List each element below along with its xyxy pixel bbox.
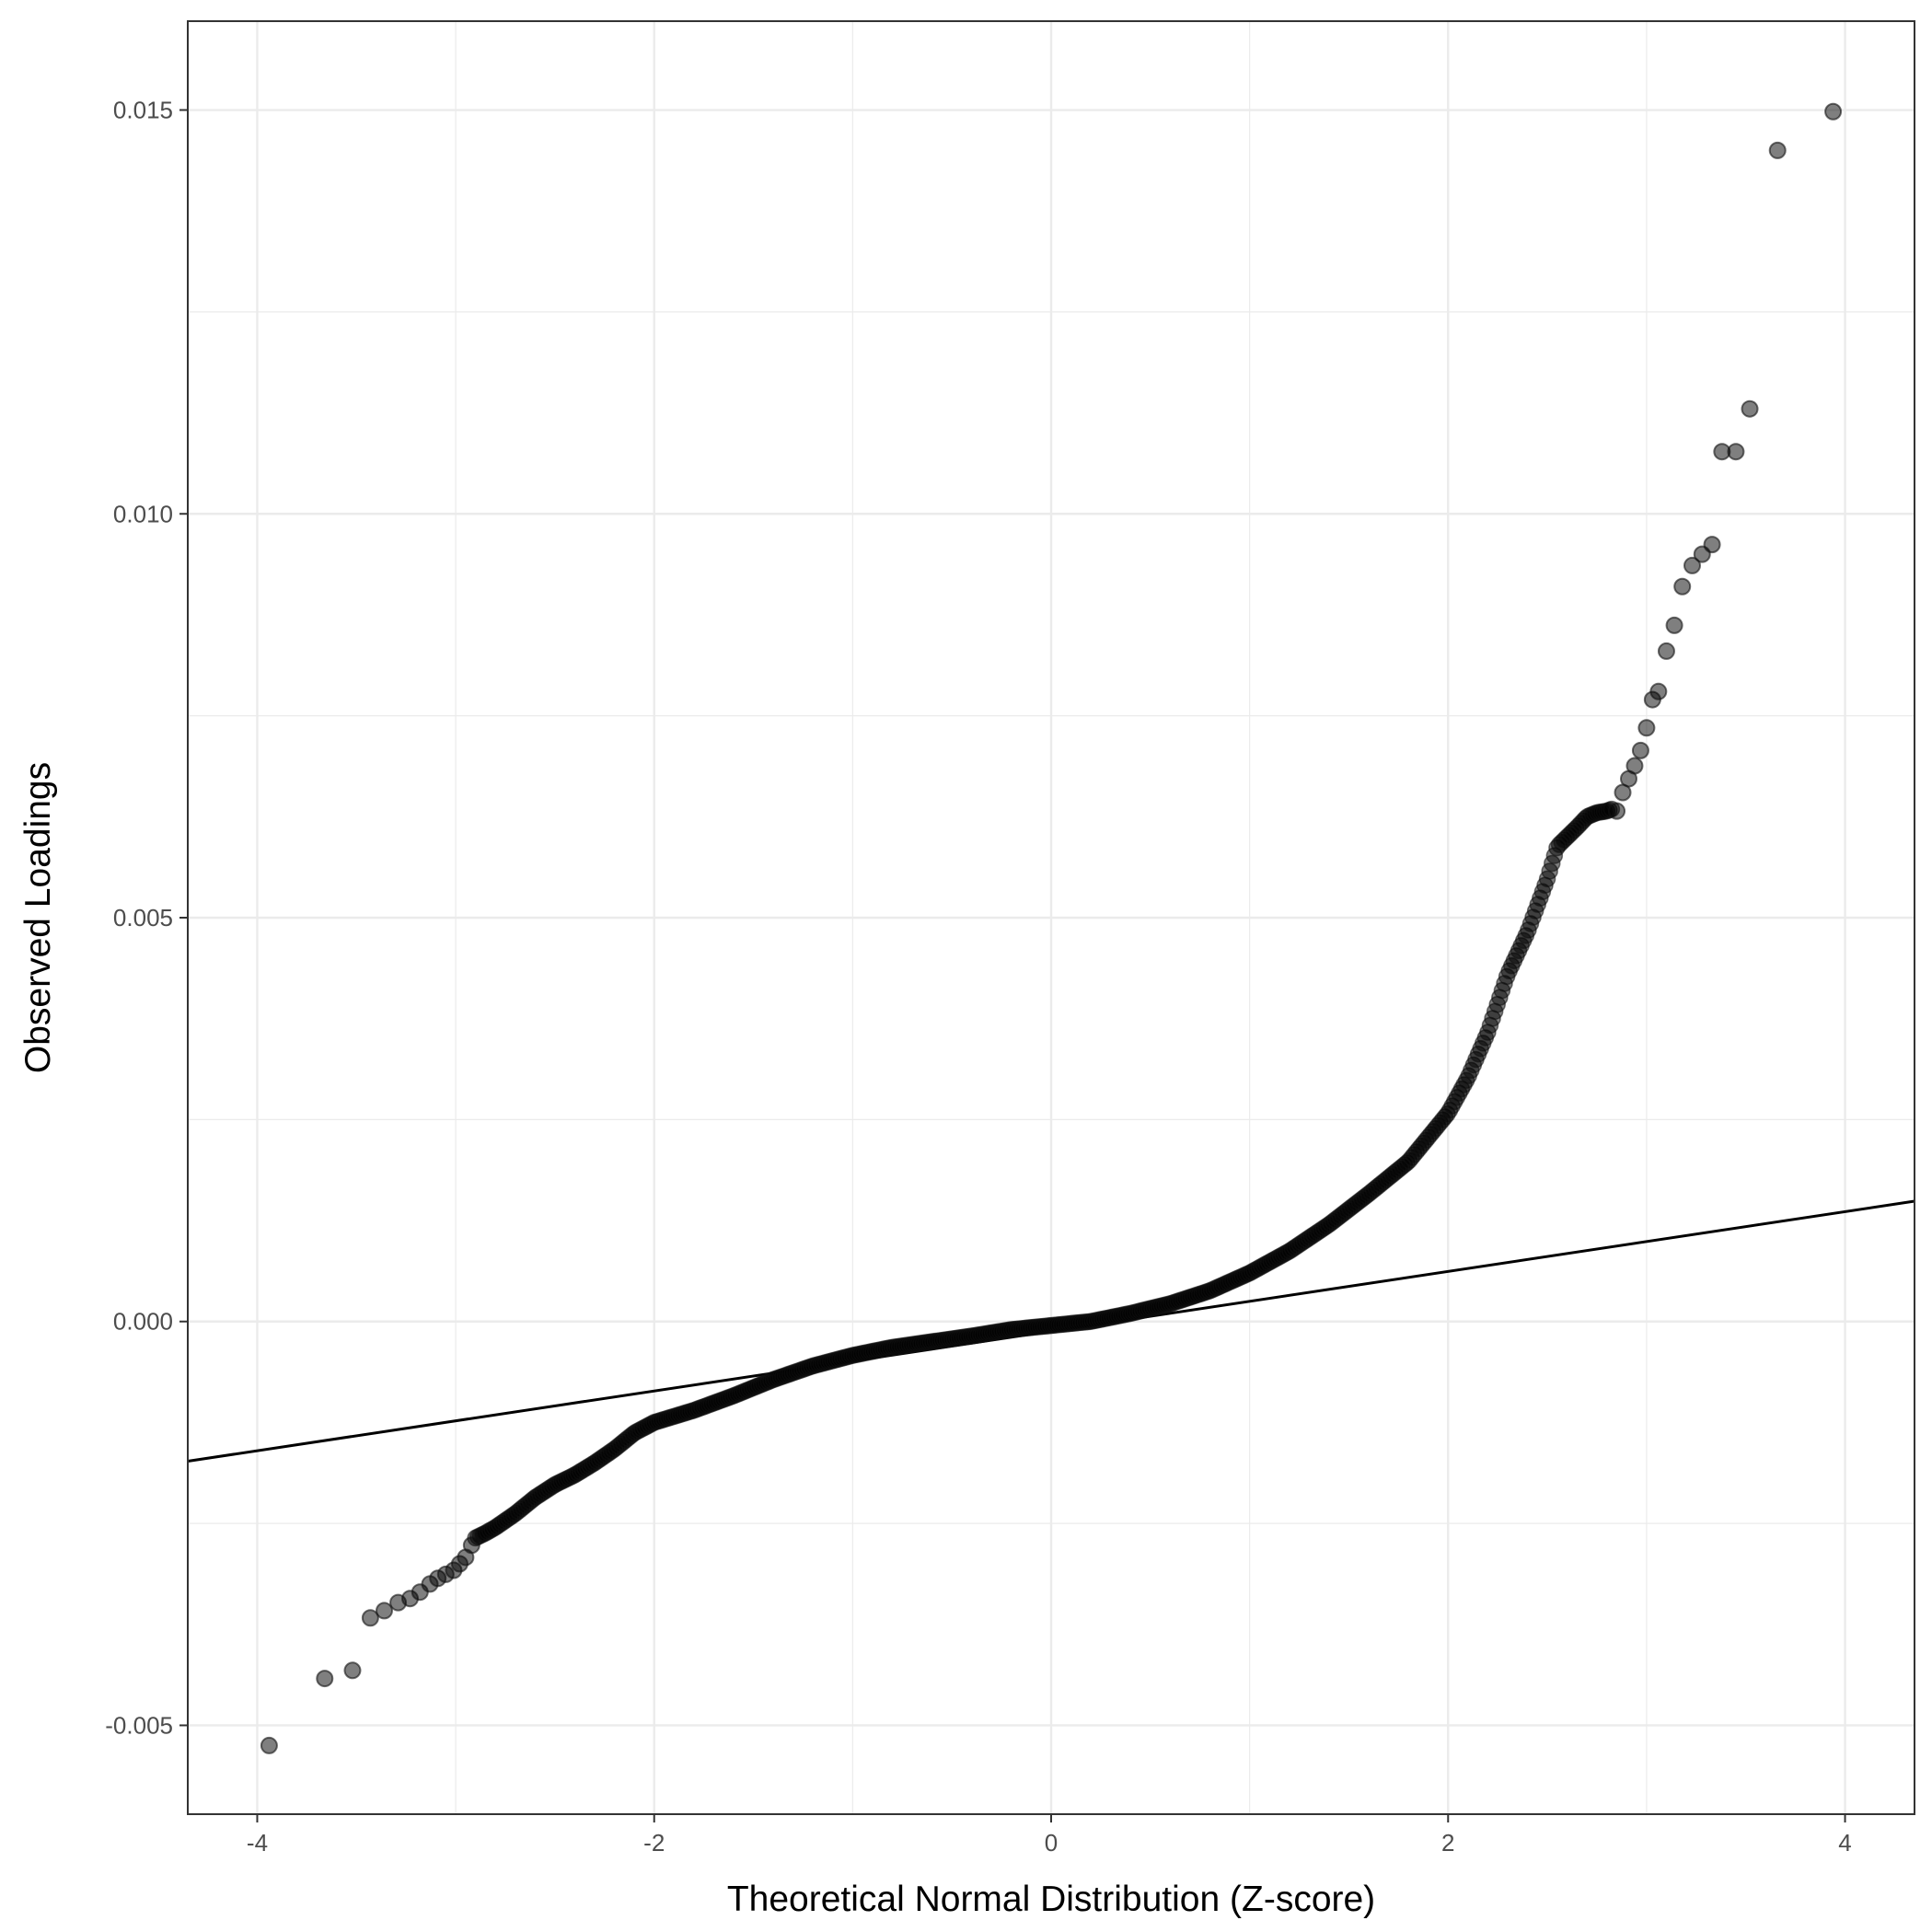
y-axis-ticks: -0.005 0.000 0.005 0.010 0.015 (105, 97, 188, 1739)
data-point (316, 1670, 334, 1688)
data-point (1824, 102, 1843, 121)
data-point (1608, 802, 1626, 820)
y-tick-label: 0.015 (113, 97, 173, 124)
data-point (1683, 556, 1701, 574)
data-point (343, 1661, 362, 1680)
data-point (1625, 757, 1644, 775)
data-point (462, 1536, 480, 1555)
data-point (1741, 399, 1759, 418)
data-point (1673, 577, 1692, 596)
x-tick-label: 2 (1441, 1829, 1454, 1857)
data-point (375, 1602, 393, 1620)
y-tick-label: 0.000 (113, 1308, 173, 1336)
data-point (1649, 682, 1668, 700)
data-point (1631, 741, 1649, 759)
x-axis-title: Theoretical Normal Distribution (Z-score… (727, 1880, 1375, 1919)
x-axis-ticks: -4 -2 0 2 4 (247, 1814, 1852, 1857)
y-axis-title: Observed Loadings (18, 762, 58, 1073)
data-point (361, 1609, 379, 1627)
y-tick-label: -0.005 (105, 1711, 173, 1739)
y-tick-label: 0.010 (113, 500, 173, 527)
x-tick-label: -2 (643, 1829, 665, 1857)
data-point (1665, 616, 1683, 634)
data-point (1768, 141, 1787, 159)
data-points (260, 102, 1843, 1754)
x-tick-label: 4 (1838, 1829, 1851, 1857)
data-point (1703, 536, 1721, 554)
y-tick-label: 0.005 (113, 904, 173, 931)
x-tick-label: 0 (1045, 1829, 1058, 1857)
data-point (1727, 443, 1745, 461)
data-point (260, 1736, 278, 1754)
data-point (1637, 719, 1656, 737)
data-point (1657, 642, 1675, 660)
x-tick-label: -4 (247, 1829, 268, 1857)
